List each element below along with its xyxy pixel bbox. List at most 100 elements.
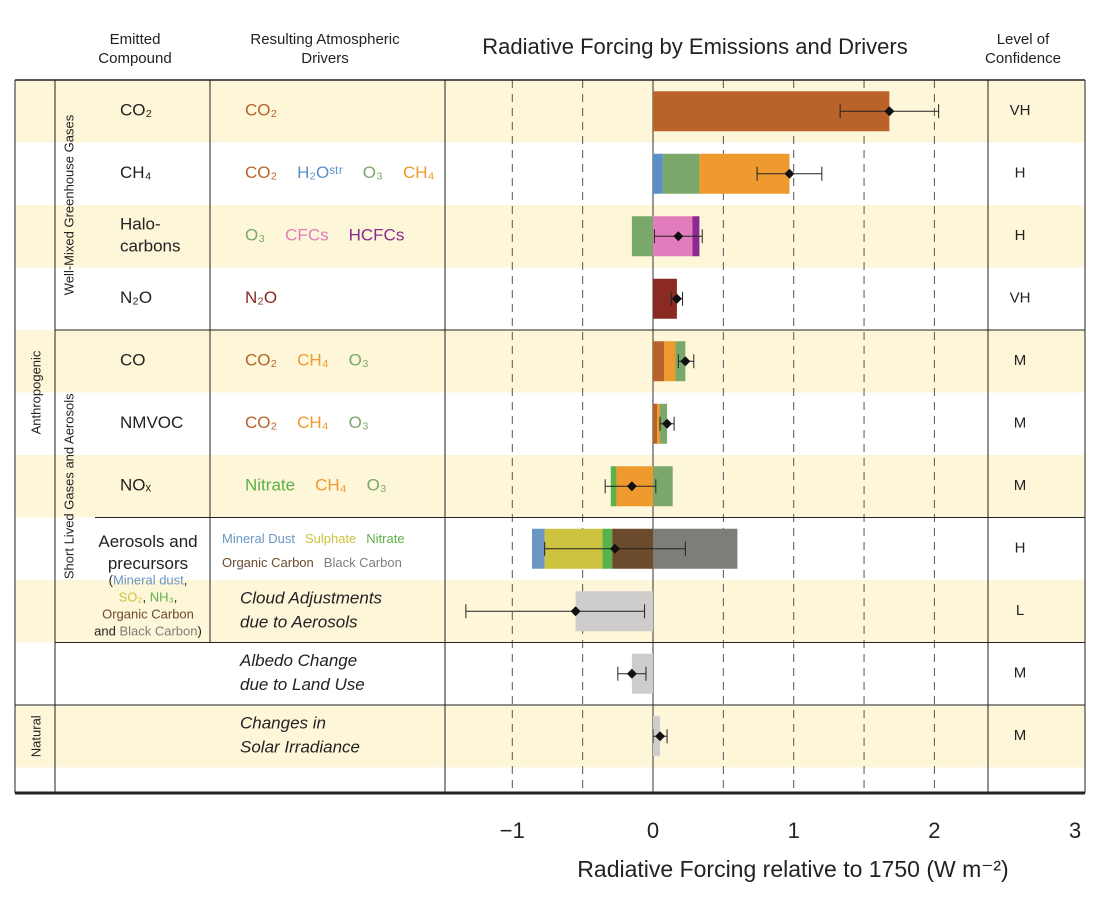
best-estimate-marker <box>570 606 581 617</box>
best-estimate-marker <box>680 356 691 367</box>
row-band <box>15 455 1085 518</box>
x-tick-label: 2 <box>928 818 940 843</box>
driver-label: CO₂ <box>245 351 277 370</box>
header-drivers-line2: Drivers <box>301 50 349 67</box>
compound-label-line: Aerosols and <box>98 532 197 551</box>
driver-italic-label: Albedo Change due to Land Use <box>239 651 365 694</box>
bar-segment-co2 <box>653 341 665 382</box>
bar-segment-n2o <box>653 278 677 319</box>
driver-label: Sulphate <box>305 531 356 546</box>
confidence-label: H <box>1015 540 1026 557</box>
driver-italic-label-line: due to Land Use <box>240 675 365 694</box>
confidence-label: H <box>1015 165 1026 182</box>
bar-segment-o3 <box>653 466 673 507</box>
driver-label: CH₄ <box>297 351 329 370</box>
driver-italic-label: Cloud Adjustments due to Aerosols <box>240 589 383 632</box>
header-emitted-line2: Compound <box>98 50 172 67</box>
best-estimate-marker <box>655 731 666 742</box>
compound-label: Halo-carbons <box>120 215 180 256</box>
compound-label-line: carbons <box>120 237 180 256</box>
precursor-part: ) <box>198 624 202 639</box>
x-axis-label: Radiative Forcing relative to 1750 (W m⁻… <box>577 856 1008 882</box>
x-tick-label: −1 <box>500 818 525 843</box>
precursor-part: Black Carbon <box>119 624 197 639</box>
compound-label: Aerosols and precursors <box>98 532 197 573</box>
compound-label: CH₄ <box>120 163 152 182</box>
compound-label: NMVOC <box>120 413 183 432</box>
bar-segment-o3 <box>662 153 700 194</box>
driver-label: CO₂ <box>245 413 277 432</box>
driver-label: Black Carbon <box>324 555 402 570</box>
precursor-part: ( <box>109 573 114 588</box>
driver-label: CH₄ <box>297 413 329 432</box>
confidence-label: H <box>1015 227 1026 244</box>
precursor-part: , <box>174 590 178 605</box>
best-estimate-marker <box>671 293 682 304</box>
precursor-part: Mineral dust <box>113 573 184 588</box>
row-band <box>15 205 1085 268</box>
driver-italic-label-line: Solar Irradiance <box>240 738 360 757</box>
chart-title: Radiative Forcing by Emissions and Drive… <box>482 34 908 59</box>
compound-label-line: NMVOC <box>120 413 183 432</box>
precursor-part: NH₃ <box>150 590 174 605</box>
confidence-label: VH <box>1010 290 1031 307</box>
precursor-line: (Mineral dust, <box>109 573 188 588</box>
header-drivers-line1: Resulting Atmospheric <box>250 31 400 48</box>
precursor-part: , <box>184 573 188 588</box>
compound-label: CO <box>120 351 146 370</box>
driver-label: N₂O <box>245 288 277 307</box>
best-estimate-marker <box>884 106 895 117</box>
header-emitted-line1: Emitted <box>109 31 161 48</box>
driver-italic-label-line: Albedo Change <box>239 651 357 670</box>
compound-label-line: precursors <box>108 554 188 573</box>
compound-label-line: N₂O <box>120 288 152 307</box>
driver-label: H₂Oˢᵗʳ <box>297 163 343 182</box>
label-well-mixed-ghg: Well-Mixed Greenhouse Gases <box>61 114 76 295</box>
driver-label: O₃ <box>363 163 383 182</box>
driver-label: CO₂ <box>245 163 277 182</box>
driver-label: O₃ <box>245 226 265 245</box>
driver-label: HCFCs <box>349 226 405 245</box>
confidence-label: L <box>1016 602 1024 619</box>
precursor-line: Organic Carbon <box>102 607 194 622</box>
bar-segment-mineral_dust <box>531 528 545 569</box>
label-anthropogenic: Anthropogenic <box>28 350 43 434</box>
confidence-label: M <box>1014 352 1027 369</box>
confidence-label: M <box>1014 415 1027 432</box>
bar-segment-o3 <box>631 216 653 257</box>
precursor-part: , <box>142 590 149 605</box>
compound-label-line: Halo- <box>120 215 161 234</box>
driver-label: CO₂ <box>245 101 277 120</box>
best-estimate-marker <box>784 168 795 179</box>
driver-label: Organic Carbon <box>222 555 314 570</box>
header-emitted-compound: Emitted Compound <box>70 30 200 68</box>
bar-segment-co2 <box>653 403 658 444</box>
row-band <box>15 330 1085 393</box>
driver-label: Mineral Dust <box>222 531 295 546</box>
precursor-line: and Black Carbon) <box>94 624 202 639</box>
row-band <box>15 705 1085 768</box>
x-tick-label: 1 <box>788 818 800 843</box>
driver-label: Nitrate <box>366 531 404 546</box>
driver-italic-label-line: Changes in <box>240 714 326 733</box>
precursor-part: and <box>94 624 119 639</box>
best-estimate-marker <box>610 543 621 554</box>
precursor-part: SO₂ <box>119 590 143 605</box>
precursor-line: SO₂, NH₃, <box>119 590 178 605</box>
label-natural: Natural <box>28 715 43 757</box>
compound-label-line: CO <box>120 351 146 370</box>
compound-label-line: NOₓ <box>120 476 152 495</box>
compound-label: CO₂ <box>120 101 152 120</box>
bar-segment-h2o <box>653 153 663 194</box>
header-confidence-line2: Confidence <box>985 50 1061 67</box>
confidence-label: M <box>1014 727 1027 744</box>
header-confidence-line1: Level of <box>996 31 1050 48</box>
label-short-lived: Short Lived Gases and Aerosols <box>61 393 76 579</box>
driver-label: CH₄ <box>403 163 435 182</box>
header-level-of-confidence: Level of Confidence <box>968 30 1078 68</box>
best-estimate-marker <box>626 481 637 492</box>
compound-label: N₂O <box>120 288 152 307</box>
bar-segment-ch4 <box>664 341 676 382</box>
best-estimate-marker <box>673 231 684 242</box>
